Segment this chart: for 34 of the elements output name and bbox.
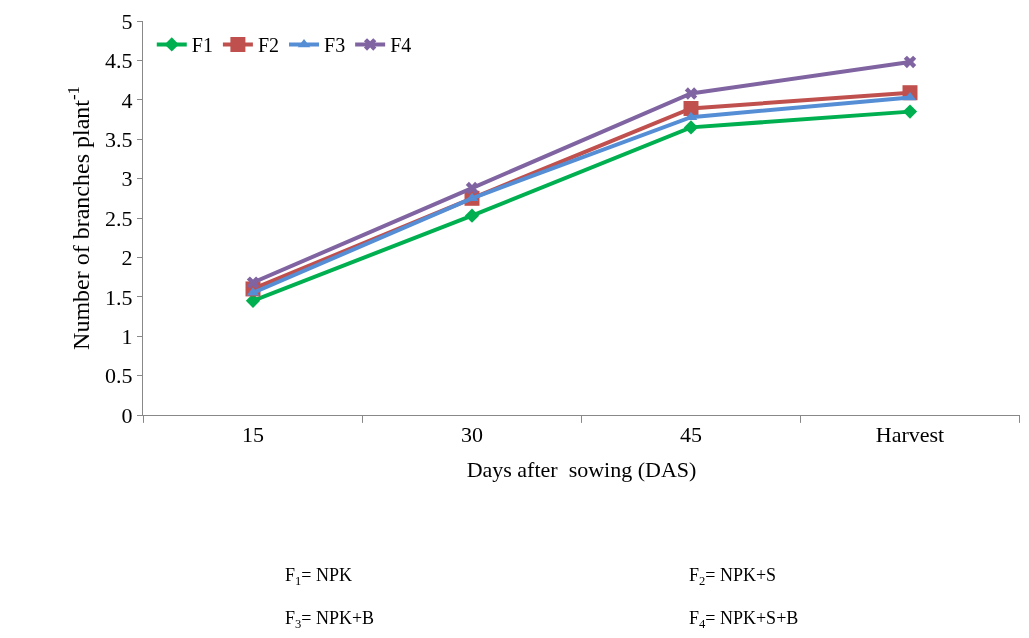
x-tick-label: 30 [461,422,483,448]
y-tick-label: 1 [121,323,133,349]
point [246,276,260,289]
y-tick-label: 2 [121,245,133,271]
y-tick-label: 5 [121,8,133,34]
y-tick-label: 0.5 [105,363,133,389]
y-tick-label: 4 [121,87,133,113]
point [683,120,699,135]
text: F$_{4}$= NPK+S+B [689,608,799,631]
text: F$_{1}$= NPK [285,565,352,588]
x-axis-title: Days after sowing (DAS) [466,457,697,483]
text: F$_{2}$= NPK+S [689,565,777,588]
y-tick-label: 3 [121,166,133,192]
y-tick-label: 3.5 [105,126,133,152]
y-tick-label: 1.5 [105,284,133,310]
legend-label: F2 [257,34,280,57]
x-tick-label: 15 [242,422,264,448]
point [902,104,918,119]
point [684,87,698,100]
point [903,91,917,101]
x-tick-label: 45 [680,422,702,448]
legend-label: F4 [390,34,412,57]
x-tick-label: Harvest [875,422,945,448]
y-tick-label: 0 [121,402,133,428]
legend-label: F1 [191,34,213,57]
point [465,192,479,202]
point [903,55,917,69]
text: F$_{3}$= NPK+B [285,608,375,631]
y-tick-label: 2.5 [105,205,133,231]
point [683,100,699,116]
legend-label: F3 [324,34,346,57]
point [465,181,479,195]
y-tick-label: 4.5 [105,48,133,74]
point [464,208,480,223]
